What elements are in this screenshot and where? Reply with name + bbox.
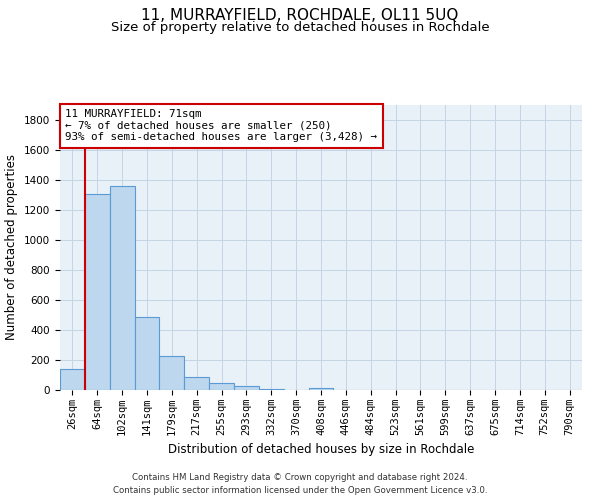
Text: Contains public sector information licensed under the Open Government Licence v3: Contains public sector information licen… — [113, 486, 487, 495]
Bar — [134, 316, 160, 390]
Text: 11, MURRAYFIELD, ROCHDALE, OL11 5UQ: 11, MURRAYFIELD, ROCHDALE, OL11 5UQ — [142, 8, 458, 22]
Bar — [184, 377, 209, 390]
Bar — [234, 386, 259, 390]
Text: Size of property relative to detached houses in Rochdale: Size of property relative to detached ho… — [110, 21, 490, 34]
Bar — [308, 388, 334, 390]
Bar — [85, 194, 110, 390]
Text: 11 MURRAYFIELD: 71sqm
← 7% of detached houses are smaller (250)
93% of semi-deta: 11 MURRAYFIELD: 71sqm ← 7% of detached h… — [65, 110, 377, 142]
Text: Contains HM Land Registry data © Crown copyright and database right 2024.: Contains HM Land Registry data © Crown c… — [132, 472, 468, 482]
Bar — [259, 388, 284, 390]
Bar — [110, 186, 134, 390]
Bar — [60, 369, 85, 390]
Y-axis label: Number of detached properties: Number of detached properties — [5, 154, 19, 340]
Text: Distribution of detached houses by size in Rochdale: Distribution of detached houses by size … — [168, 442, 474, 456]
Bar — [160, 356, 184, 390]
Bar — [209, 382, 234, 390]
